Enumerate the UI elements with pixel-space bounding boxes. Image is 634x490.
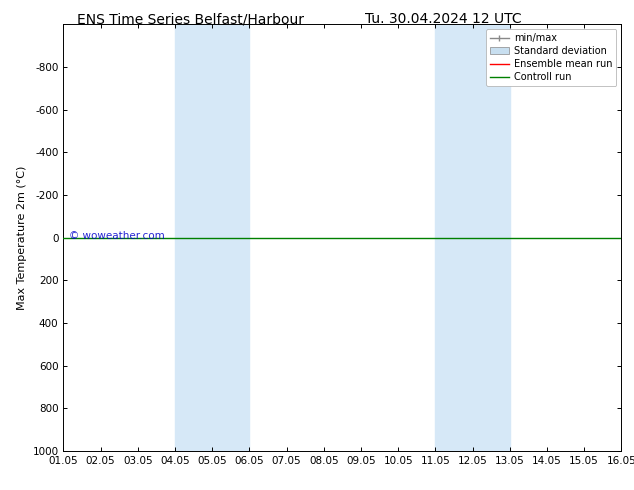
- Text: Tu. 30.04.2024 12 UTC: Tu. 30.04.2024 12 UTC: [365, 12, 522, 26]
- Legend: min/max, Standard deviation, Ensemble mean run, Controll run: min/max, Standard deviation, Ensemble me…: [486, 29, 616, 86]
- Text: © woweather.com: © woweather.com: [69, 231, 165, 241]
- Y-axis label: Max Temperature 2m (°C): Max Temperature 2m (°C): [17, 166, 27, 310]
- Text: ENS Time Series Belfast/Harbour: ENS Time Series Belfast/Harbour: [77, 12, 304, 26]
- Bar: [436, 24, 510, 451]
- Bar: [175, 24, 249, 451]
